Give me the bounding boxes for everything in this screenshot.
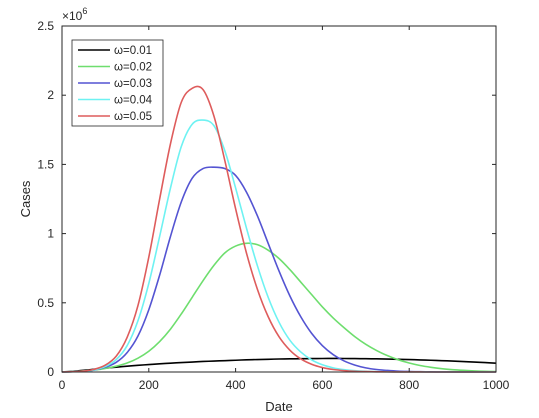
legend: ω=0.01 ω=0.02 ω=0.03 ω=0.04 ω=0.05 <box>71 39 164 127</box>
legend-label-3: ω=0.03 <box>114 78 152 90</box>
series-line-1 <box>61 357 497 373</box>
tick-layer: 0 200 400 600 800 1000 0 0.5 1 1.5 2 2.5 <box>37 19 509 392</box>
y-tick-label: 2 <box>47 88 54 102</box>
x-tick-label: 600 <box>312 378 332 392</box>
y-tick-label: 0.5 <box>37 296 54 310</box>
x-tick-label: 200 <box>139 378 159 392</box>
series-line-2 <box>61 242 497 373</box>
y-tick-label: 1.5 <box>37 157 54 171</box>
legend-label-1: ω=0.01 <box>114 45 152 57</box>
y-multiplier-label: ×106 <box>62 6 87 23</box>
x-axis-label: Date <box>265 399 292 414</box>
y-tick-label: 0 <box>47 365 54 379</box>
y-tick-label: 2.5 <box>37 19 54 33</box>
x-tick-label: 0 <box>59 378 66 392</box>
x-tick-label: 1000 <box>483 378 510 392</box>
x-tick-label: 800 <box>399 378 419 392</box>
plot-frame <box>61 25 497 373</box>
x-tick-label: 400 <box>226 378 246 392</box>
y-tick-label: 1 <box>47 227 54 241</box>
legend-label-4: ω=0.04 <box>114 95 153 107</box>
y-axis-label: Cases <box>18 180 33 217</box>
legend-label-2: ω=0.02 <box>114 62 152 74</box>
legend-label-5: ω=0.05 <box>114 111 152 123</box>
